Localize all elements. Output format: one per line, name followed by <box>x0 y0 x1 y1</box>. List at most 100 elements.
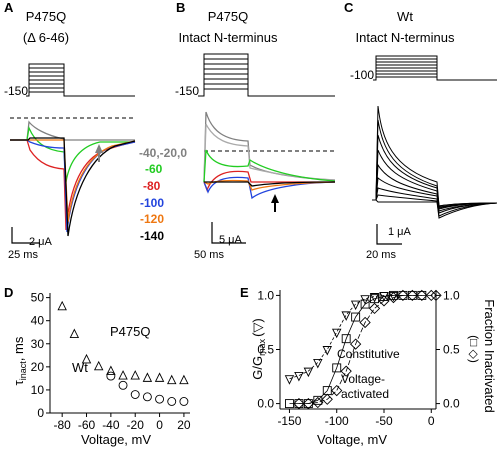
panel-a-scale-y: 2 μA <box>29 236 53 248</box>
y-tick-label: 50 <box>31 291 45 305</box>
data-point-series-0 <box>179 374 189 385</box>
panel-c: C Wt Intact N-terminus -100 1 μA 20 ms <box>344 0 498 261</box>
y-tick-label-right: 0.0 <box>443 397 460 411</box>
data-point-series-0 <box>294 372 304 382</box>
panel-a-letter: A <box>4 0 14 15</box>
panel-d-series-label-2: Wt <box>72 360 88 375</box>
data-point-series-0 <box>167 374 177 385</box>
data-point-series-2 <box>359 316 371 329</box>
y-tick-label: 10 <box>31 383 45 397</box>
panel-e-annotation-constitutive: Constitutive <box>337 347 400 361</box>
panel-c-current-traces <box>372 105 498 219</box>
data-point-series-0 <box>57 300 67 311</box>
data-point-series-0 <box>106 365 116 375</box>
data-point-series-1 <box>106 371 116 381</box>
panel-c-title-line1: Wt <box>397 9 413 24</box>
data-point-series-0 <box>303 367 314 378</box>
panel-c-scale-bar: 1 μA 20 ms <box>366 224 412 261</box>
x-tick-label: -150 <box>277 414 301 428</box>
data-point-series-0 <box>154 372 165 382</box>
data-point-series-0 <box>81 353 92 364</box>
data-point-series-0 <box>313 359 323 369</box>
fit-line-0 <box>289 294 394 380</box>
data-point-series-1 <box>370 294 379 304</box>
data-point-series-2 <box>397 289 409 302</box>
data-point-series-1 <box>360 299 370 309</box>
panel-e-ylabel-right-text: Fraction Inactivated <box>482 299 497 412</box>
data-point-series-2 <box>430 289 442 302</box>
panel-d-ylabel: τinact, ms <box>11 336 28 385</box>
panel-a-arrow <box>95 144 103 162</box>
panel-b-hold-label: -150 <box>175 84 199 98</box>
panel-d: D τinact, ms Voltage, mV P475Q Wt -80 -60… <box>4 285 191 447</box>
x-tick-label: 0 <box>156 418 163 432</box>
panel-b-current-traces <box>203 111 336 200</box>
svg-text:τinact, ms: τinact, ms <box>11 336 28 385</box>
x-tick-label: -60 <box>78 418 96 432</box>
data-point-series-2 <box>293 397 305 410</box>
x-tick-label: 20 <box>177 418 191 432</box>
data-point-series-2 <box>378 295 390 307</box>
data-point-series-0 <box>118 370 128 380</box>
panel-e-ylabel-right: Fraction Inactivated <box>482 299 497 412</box>
data-point-series-1 <box>155 394 165 404</box>
panel-c-letter: C <box>344 0 354 15</box>
panel-e-ylabel-left-marker: (▽) <box>250 318 265 337</box>
panel-a-title-line1: P475Q <box>26 9 66 24</box>
y-tick-label: 30 <box>31 337 45 351</box>
legend-item-5: -140 <box>140 229 164 243</box>
panel-e-plot: -150 -100 -50 0 0.0 0.0 0.5 0.5 1.0 1.0 <box>257 288 460 428</box>
data-point-series-0 <box>142 372 153 382</box>
panel-e: E G/Gmax(▽) Fraction Inactivated (□ ◇) V… <box>240 285 497 447</box>
data-point-series-1 <box>351 312 361 322</box>
data-point-series-2 <box>368 302 381 315</box>
data-point-series-1 <box>167 397 177 406</box>
x-tick-label: -20 <box>127 418 145 432</box>
y-tick-label: 20 <box>31 360 45 374</box>
x-tick-label: -40 <box>102 418 120 432</box>
panel-c-scale-x: 20 ms <box>366 249 396 261</box>
fit-line-1 <box>289 294 422 405</box>
data-point-series-0 <box>130 370 140 380</box>
data-point-series-0 <box>284 375 295 385</box>
legend-item-3: -100 <box>140 196 164 210</box>
data-point-series-1 <box>118 380 128 390</box>
legend-item-0: -40,-20,0 <box>139 146 187 160</box>
panel-c-scale-y: 1 μA <box>388 226 412 238</box>
panel-b-scale-y: 5 μA <box>219 234 243 246</box>
panel-d-plot: -80 -60 -40 -20 0 20 0 10 20 30 40 50 <box>31 291 191 432</box>
panel-e-ylabel-right-markers: (□ ◇) <box>467 335 481 363</box>
data-point-series-0 <box>350 300 361 311</box>
voltage-legend: -40,-20,0 -60 -80 -100 -120 -140 <box>139 146 187 243</box>
legend-item-1: -60 <box>145 162 163 176</box>
data-point-series-1 <box>130 390 140 399</box>
y-tick-label: 0.5 <box>257 343 274 357</box>
data-point-series-2 <box>312 396 324 409</box>
x-tick-label: -50 <box>375 414 393 428</box>
legend-item-2: -80 <box>143 179 161 193</box>
data-point-series-2 <box>416 289 428 302</box>
panel-b-scale-bar: 5 μA 50 ms <box>194 222 246 261</box>
panel-a-voltage-protocol <box>26 63 135 97</box>
panel-c-voltage-protocol <box>373 55 497 81</box>
panel-d-ylabel-main: τ <box>11 379 26 385</box>
panel-c-title-line2: Intact N-terminus <box>356 30 455 45</box>
data-point-series-1 <box>332 363 342 373</box>
y-tick-label: 1.0 <box>257 288 274 302</box>
svg-text:G/Gmax(▽): G/Gmax(▽) <box>250 318 267 380</box>
data-point-series-0 <box>93 360 104 371</box>
data-point-series-0 <box>369 293 380 303</box>
data-point-series-2 <box>331 384 343 397</box>
data-point-series-2 <box>321 393 333 405</box>
data-point-series-0 <box>341 311 351 321</box>
panel-d-ylabel-unit: , ms <box>11 336 26 361</box>
data-point-series-2 <box>302 397 315 410</box>
panel-b: B P475Q Intact N-terminus -150 5 μA <box>175 0 336 261</box>
panel-b-voltage-protocol <box>198 53 335 97</box>
panel-a-current-traces <box>10 120 136 237</box>
panel-e-ylabel-left-sub: max <box>257 338 267 356</box>
panel-b-title-line2: Intact N-terminus <box>179 30 278 45</box>
panel-b-title-line1: P475Q <box>208 9 248 24</box>
panel-d-series-label-1: P475Q <box>110 324 150 339</box>
